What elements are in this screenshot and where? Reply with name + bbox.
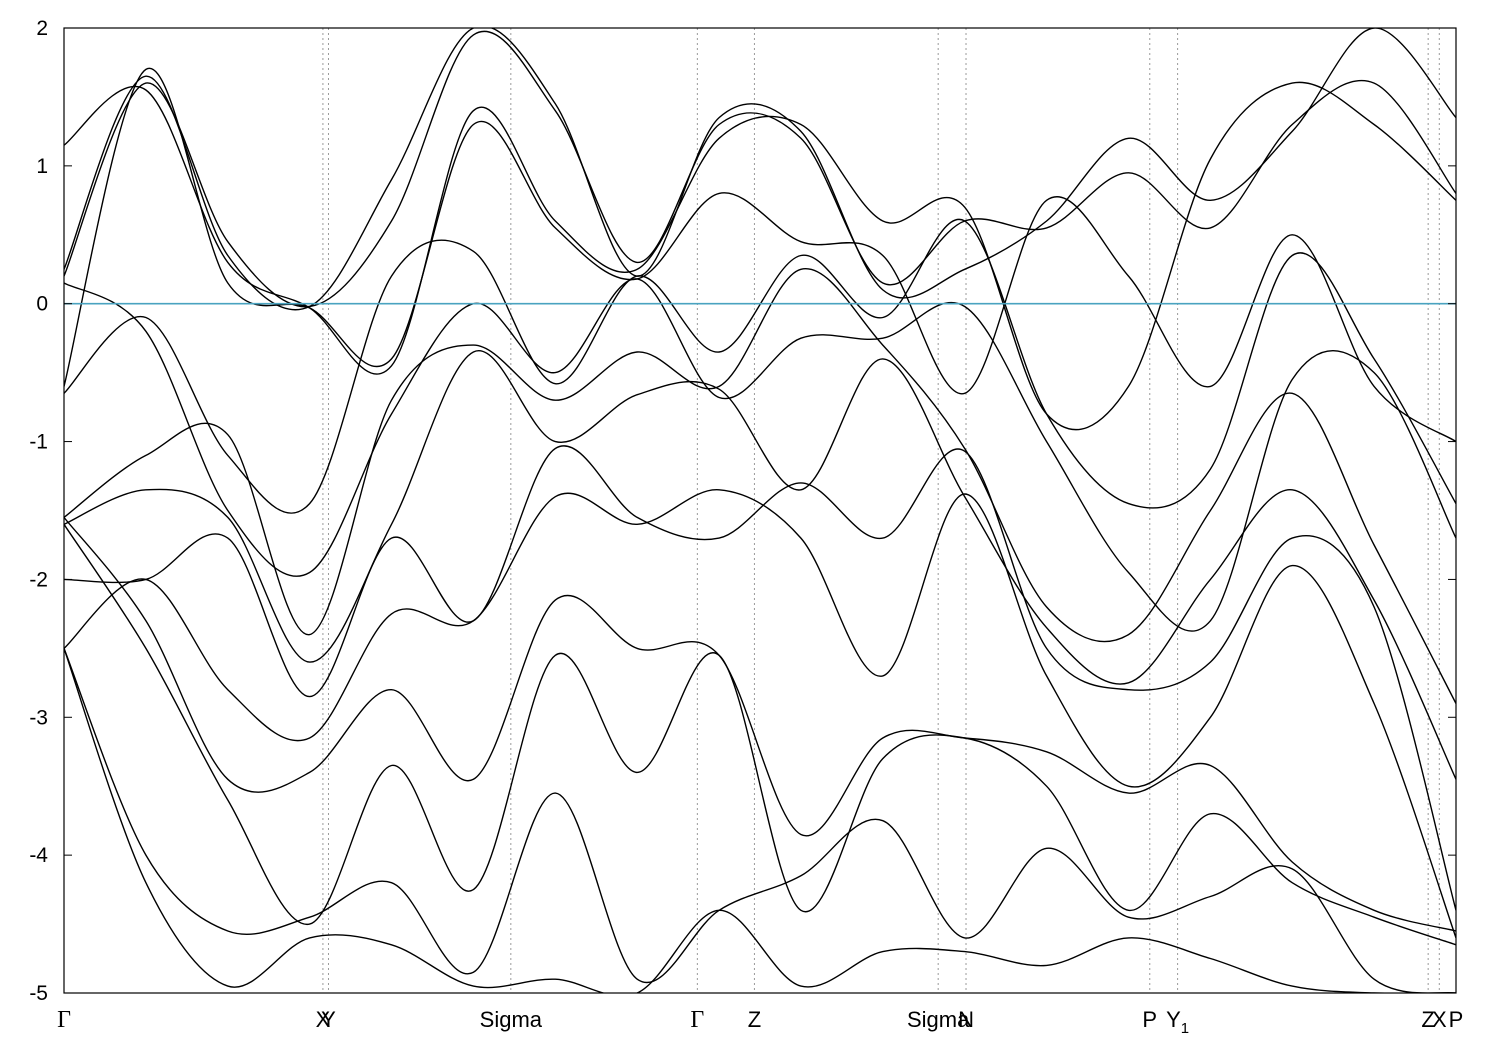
band-line <box>64 28 1456 311</box>
x-tick-label: P <box>1449 1007 1464 1032</box>
x-tick-label: Γ <box>690 1007 704 1033</box>
y-tick-label: -2 <box>29 568 48 591</box>
x-tick-label: N <box>958 1007 974 1032</box>
x-tick-label: P <box>1142 1007 1157 1032</box>
y-tick-label: 2 <box>36 17 48 40</box>
y-axis: 2 1 0 -1 -2 -3 -4 -5 <box>29 17 1456 1005</box>
x-tick-label: Y <box>321 1007 336 1032</box>
x-tick-label: Sigma <box>907 1007 970 1032</box>
x-tick-label: X <box>1432 1007 1447 1032</box>
x-tick-label: Sigma <box>480 1007 543 1032</box>
band-line <box>64 523 1456 946</box>
x-tick-label: Z <box>748 1007 761 1032</box>
band-line <box>64 648 1456 993</box>
band-line <box>64 268 1456 704</box>
y-tick-label: 0 <box>36 293 48 316</box>
band-line <box>64 349 1456 780</box>
x-tick-label: Z <box>1421 1007 1434 1032</box>
band-lines <box>64 28 1456 993</box>
y-tick-label: -4 <box>29 844 48 867</box>
plot-frame <box>63 27 1457 994</box>
x-tick-label: Γ <box>57 1007 71 1033</box>
x-tick-label: X <box>316 1007 331 1032</box>
y-tick-label: -5 <box>29 982 48 1005</box>
y-tick-label: -3 <box>29 706 48 729</box>
band-line <box>64 218 1456 514</box>
k-point-gridlines <box>322 28 1440 993</box>
y-tick-label: 1 <box>36 155 48 178</box>
band-line <box>64 489 1456 939</box>
y-tick-label: -1 <box>29 431 48 454</box>
band-line <box>64 278 1456 632</box>
